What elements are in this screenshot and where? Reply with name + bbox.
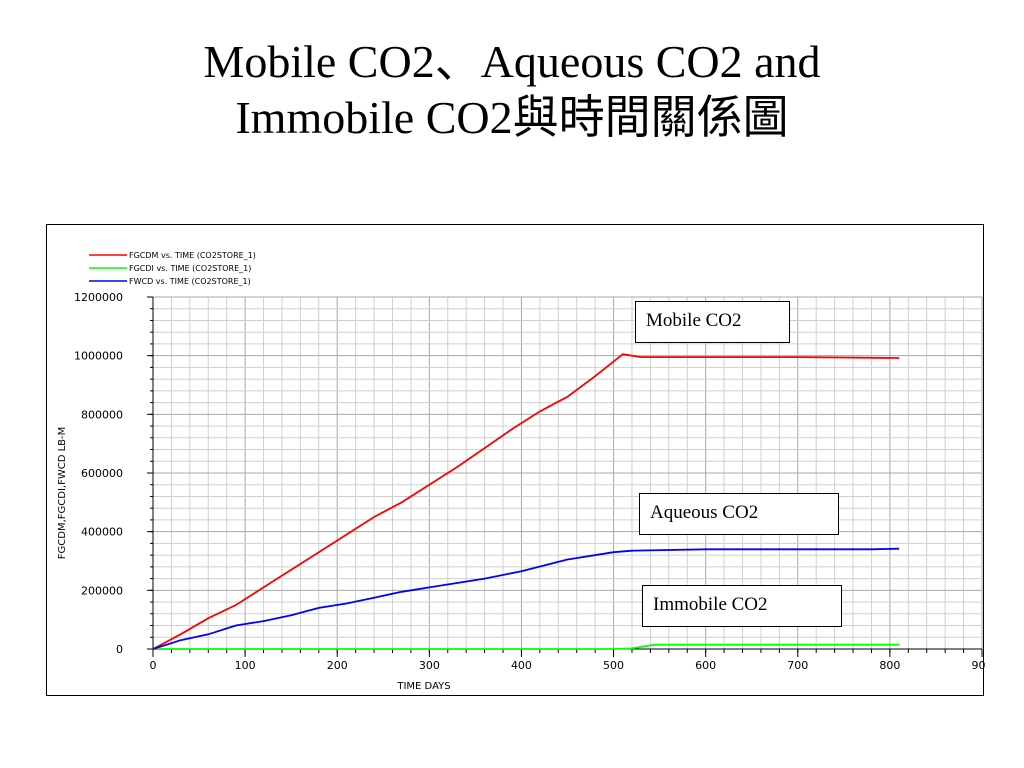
x-tick-label: 0 bbox=[150, 659, 157, 672]
grid bbox=[152, 296, 983, 650]
x-tick-label: 800 bbox=[879, 659, 900, 672]
x-tick-label: 600 bbox=[695, 659, 716, 672]
y-tick-label: 0 bbox=[116, 643, 123, 656]
x-tick-label: 500 bbox=[603, 659, 624, 672]
x-tick-label: 200 bbox=[327, 659, 348, 672]
series-line-1 bbox=[153, 643, 900, 650]
y-tick-label: 200000 bbox=[81, 584, 123, 597]
legend-label-1: FGCDI vs. TIME (CO2STORE_1) bbox=[129, 264, 251, 273]
x-tick-label: 300 bbox=[419, 659, 440, 672]
slide-title-line1: Mobile CO2、Aqueous CO2 and bbox=[203, 36, 821, 87]
series-line-2 bbox=[152, 547, 900, 650]
series-line-0 bbox=[152, 353, 900, 650]
y-tick-label: 600000 bbox=[81, 467, 123, 480]
x-tick-label: 900 bbox=[972, 659, 986, 672]
y-axis-title: FGCDM,FGCDI,FWCD LB-M bbox=[57, 427, 68, 559]
x-tick-label: 400 bbox=[511, 659, 532, 672]
legend-label-2: FWCD vs. TIME (CO2STORE_1) bbox=[129, 277, 251, 286]
annotation-aqueous-co2: Aqueous CO2 bbox=[639, 493, 839, 535]
y-tick-label: 1200000 bbox=[74, 291, 123, 304]
annotation-immobile-co2: Immobile CO2 bbox=[642, 585, 842, 627]
y-tick-label: 400000 bbox=[81, 526, 123, 539]
slide-title: Mobile CO2、Aqueous CO2 and Immobile CO2與… bbox=[0, 34, 1024, 146]
series-layer bbox=[152, 353, 900, 650]
annotation-mobile-co2: Mobile CO2 bbox=[635, 301, 790, 343]
line-chart: 0 200000 400000 600000 800000 1000000 1200000 0… bbox=[57, 251, 985, 692]
y-tick-label: 800000 bbox=[81, 408, 123, 421]
x-axis-title: TIME DAYS bbox=[396, 681, 450, 692]
legend-label-0: FGCDM vs. TIME (CO2STORE_1) bbox=[129, 251, 256, 260]
x-tick-label: 700 bbox=[787, 659, 808, 672]
chart-frame: 0 200000 400000 600000 800000 1000000 1200000 0… bbox=[46, 224, 985, 696]
slide-title-line2: Immobile CO2與時間關係圖 bbox=[235, 92, 789, 143]
x-tick-label: 100 bbox=[235, 659, 256, 672]
axes: 0 200000 400000 600000 800000 1000000 1200000 0… bbox=[74, 291, 985, 672]
legend: FGCDM vs. TIME (CO2STORE_1) FGCDI vs. TIM… bbox=[89, 251, 256, 286]
y-tick-label: 1000000 bbox=[74, 350, 123, 363]
